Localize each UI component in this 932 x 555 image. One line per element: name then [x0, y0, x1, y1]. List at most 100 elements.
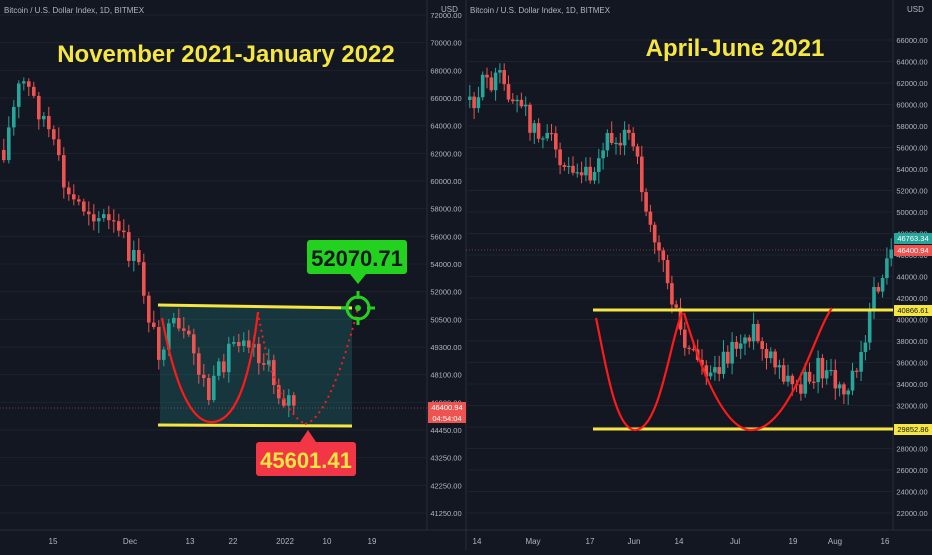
- right-y-tick-label: 52000.00: [896, 187, 927, 196]
- target-label-pointer: [350, 274, 366, 284]
- left-y-tick-label: 68000.00: [430, 66, 461, 75]
- right-candle-body: [493, 72, 498, 91]
- left-projected-up: [304, 307, 359, 425]
- target-label-box: [307, 240, 407, 274]
- right-x-tick-label: 14: [675, 537, 684, 546]
- right-candle-body: [515, 99, 519, 102]
- right-candle-body: [622, 129, 627, 146]
- left-y-tick-label: 54000.00: [430, 260, 461, 269]
- left-candle-body: [152, 322, 156, 328]
- right-candle-body: [485, 74, 489, 78]
- left-y-tick-label: 42250.00: [430, 481, 461, 490]
- left-y-tick-label: 66000.00: [430, 94, 461, 103]
- right-x-tick-label: 16: [881, 537, 890, 546]
- left-candle-body: [227, 343, 231, 373]
- right-candle-body: [605, 132, 610, 151]
- left-candle-body: [57, 139, 61, 156]
- right-candle-body: [631, 132, 635, 147]
- right-candle-body: [721, 351, 726, 374]
- right-candle-body: [575, 172, 580, 174]
- right-candle-body: [652, 224, 657, 243]
- right-x-tick-label: Jun: [628, 537, 641, 546]
- left-y-tick-label: 58000.00: [430, 205, 461, 214]
- right-candle-body: [549, 132, 554, 135]
- left-candle-body: [217, 361, 221, 376]
- left-y-tick-label: 48100.00: [430, 371, 461, 380]
- right-candle-body: [880, 278, 885, 292]
- right-candle-body: [506, 84, 511, 100]
- left-time-axis[interactable]: 15 Dec 13 22 2022 10 19: [49, 537, 377, 546]
- right-candle-body: [708, 372, 713, 377]
- right-candle-body: [609, 132, 614, 143]
- right-candle-body: [635, 146, 640, 157]
- left-panel-bg: [0, 0, 466, 550]
- left-candle-body: [37, 95, 41, 120]
- left-support-line: [157, 423, 353, 428]
- bottom-label-pointer: [300, 430, 316, 442]
- left-candle-body: [282, 398, 286, 406]
- left-y-tick-label: 62000.00: [430, 149, 461, 158]
- right-candle-body: [816, 357, 820, 383]
- right-candle-body: [592, 171, 597, 181]
- right-candle-body: [511, 99, 515, 102]
- left-candle-body: [272, 360, 276, 386]
- right-y-tick-label: 24000.00: [896, 488, 927, 497]
- right-y-tick-label: 44000.00: [896, 273, 927, 282]
- right-candle-body: [889, 249, 893, 259]
- left-candle-body: [117, 221, 121, 231]
- right-candle-body: [541, 138, 545, 140]
- left-candle-body: [292, 395, 296, 406]
- right-usd-label: USD: [907, 5, 924, 14]
- left-y-tick-label: 50500.00: [430, 315, 461, 324]
- left-candle-body: [222, 361, 226, 373]
- right-candle-body: [554, 133, 558, 150]
- right-candle-body: [657, 242, 661, 251]
- right-candle-body: [601, 150, 605, 159]
- right-candle-body: [790, 375, 795, 385]
- left-candle-body: [207, 378, 211, 401]
- left-candle-body: [212, 375, 216, 401]
- right-candle-body: [661, 250, 666, 261]
- left-candle-body: [42, 115, 46, 120]
- right-time-axis[interactable]: 14 May 17 Jun 14 Jul 19 Aug 16: [473, 537, 890, 546]
- right-x-tick-label: May: [525, 537, 540, 546]
- right-price-tag-green: 46763.34: [897, 234, 928, 243]
- left-x-tick-label: 22: [229, 537, 238, 546]
- right-candle-body: [747, 337, 752, 342]
- right-price-tag-green-box: [894, 233, 932, 244]
- right-candle-body: [769, 351, 773, 359]
- left-candle-body: [92, 214, 96, 222]
- left-price-tag: 46400.94: [431, 403, 462, 412]
- right-candle-body: [562, 165, 567, 167]
- right-candle-body: [700, 359, 704, 366]
- right-candle-body: [691, 348, 696, 351]
- left-candle-body: [192, 334, 196, 354]
- right-candle-body: [536, 123, 541, 139]
- left-countdown-tag: 04:54:04: [432, 414, 461, 423]
- right-candle-body: [687, 347, 691, 349]
- left-candle-body: [7, 127, 11, 161]
- left-candle-body: [127, 232, 131, 261]
- right-y-tick-label: 38000.00: [896, 337, 927, 346]
- right-candle-body: [532, 123, 537, 133]
- right-candle-body: [751, 323, 756, 342]
- right-y-tick-label: 66000.00: [896, 36, 927, 45]
- left-candle-body: [197, 353, 201, 375]
- right-candle-body: [833, 369, 838, 389]
- left-x-tick-label: 19: [368, 537, 377, 546]
- left-y-tick-label: 70000.00: [430, 39, 461, 48]
- right-candle-body: [807, 371, 812, 382]
- right-candle-body: [579, 172, 584, 176]
- right-y-tick-label: 22000.00: [896, 509, 927, 518]
- right-candle-body: [734, 341, 739, 349]
- left-candle-body: [2, 150, 6, 161]
- right-support-tag-box: [894, 424, 932, 435]
- left-x-tick-label: 13: [186, 537, 195, 546]
- bottom-label: 45601.41: [260, 448, 352, 473]
- right-price-axis[interactable]: 66000.00 64000.00 62000.00 60000.00 58000.00…: [896, 36, 927, 518]
- left-y-tick-label: 44450.00: [430, 426, 461, 435]
- left-candle-body: [47, 115, 51, 130]
- right-y-tick-label: 26000.00: [896, 466, 927, 475]
